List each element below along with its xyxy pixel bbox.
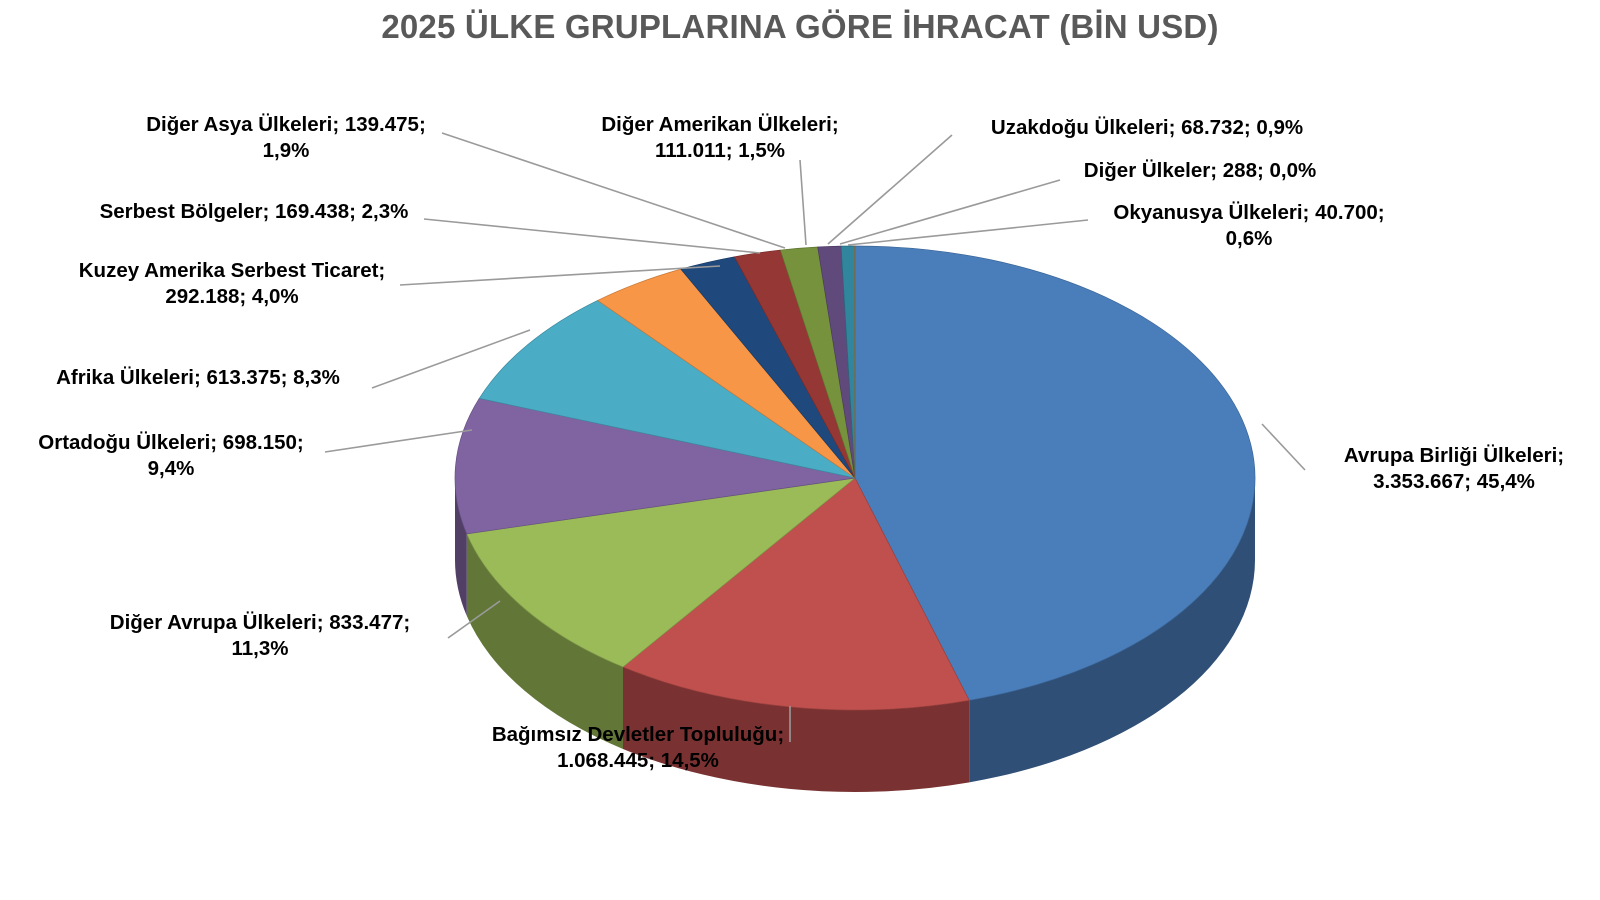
data-label-afrika: Afrika Ülkeleri; 613.375; 8,3% — [56, 366, 340, 389]
data-label-avrupa-birligi: Avrupa Birliği Ülkeleri; 3.353.667; 45,4… — [1343, 444, 1565, 493]
leader-line-7 — [441, 132, 786, 249]
pie-slice-3[interactable] — [454, 397, 856, 535]
leader-line-9 — [827, 134, 953, 245]
pie-slice-2[interactable] — [466, 477, 857, 668]
leader-line-10 — [847, 219, 1089, 246]
pie-slice-4[interactable] — [478, 299, 856, 479]
pie-slice-side-1 — [622, 666, 970, 792]
data-label-diger-avrupa: Diğer Avrupa Ülkeleri; 833.477; 11,3% — [109, 611, 411, 660]
leader-lines-group — [324, 132, 1306, 742]
data-label-diger-asya: Diğer Asya Ülkeleri; 139.475; 1,9% — [146, 113, 426, 162]
pie-slice-side-0 — [969, 478, 1255, 783]
pie-slice-0[interactable] — [854, 245, 1256, 701]
leader-line-8 — [799, 159, 807, 246]
leader-line-0 — [1261, 423, 1306, 471]
leader-line-3 — [324, 429, 473, 453]
data-label-uzakdogu: Uzakdoğu Ülkeleri; 68.732; 0,9% — [990, 116, 1304, 139]
pie-slice-side-3 — [455, 478, 467, 616]
data-label-okyanusya: Okyanusya Ülkeleri; 40.700; 0,6% — [1113, 201, 1385, 250]
leader-line-2 — [447, 600, 501, 639]
pie-slice-side-2 — [466, 533, 623, 749]
pie-slices-group — [454, 245, 1256, 792]
data-label-diger-amerikan: Diğer Amerikan Ülkeleri; 111.011; 1,5% — [601, 113, 839, 162]
data-label-bagimsiz-devletler: Bağımsız Devletler Topluluğu; 1.068.445;… — [491, 723, 785, 772]
leader-line-11 — [839, 179, 1061, 245]
chart-title: 2025 ÜLKE GRUPLARINA GÖRE İHRACAT (BİN U… — [381, 8, 1219, 45]
data-label-serbest-bolgeler: Serbest Bölgeler; 169.438; 2,3% — [99, 200, 409, 223]
data-label-ortadogu: Ortadoğu Ülkeleri; 698.150; 9,4% — [38, 431, 304, 480]
data-label-kuzey-amerika: Kuzey Amerika Serbest Ticaret; 292.188; … — [78, 259, 386, 308]
leader-line-6 — [423, 218, 761, 254]
leader-line-5 — [399, 265, 721, 286]
leader-line-4 — [371, 329, 531, 389]
data-label-diger-ulkeler: Diğer Ülkeler; 288; 0,0% — [1083, 159, 1317, 182]
